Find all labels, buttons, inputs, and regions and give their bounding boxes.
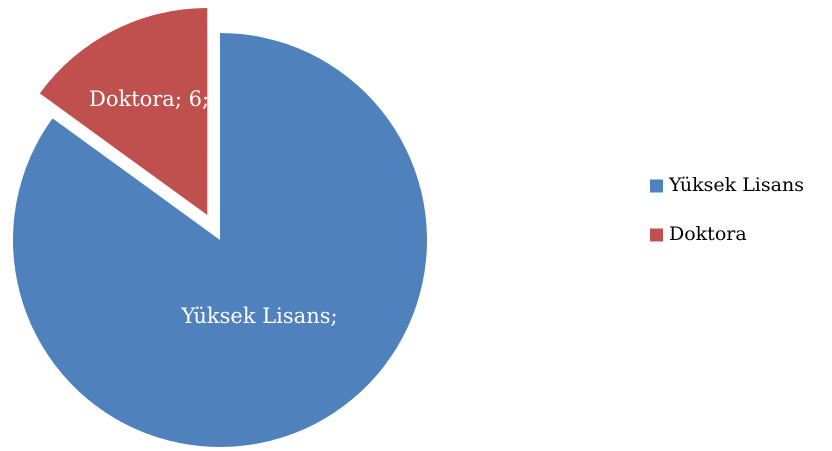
data-label-doktora: Doktora; 6; xyxy=(89,87,209,111)
pie-slices xyxy=(12,8,427,447)
pie-slice-doktora xyxy=(39,8,208,216)
data-label-yuksek-lisans: Yüksek Lisans; xyxy=(180,304,337,328)
legend-label-yuksek-lisans: Yüksek Lisans xyxy=(668,174,804,196)
legend-swatch-yuksek-lisans xyxy=(650,179,663,193)
legend-swatch-doktora xyxy=(650,228,663,242)
legend: Yüksek Lisans Doktora xyxy=(650,174,804,245)
data-labels: Yüksek Lisans; Doktora; 6; xyxy=(89,87,338,328)
pie-slice-yuksek-lisans xyxy=(12,33,427,447)
legend-label-doktora: Doktora xyxy=(669,223,747,245)
